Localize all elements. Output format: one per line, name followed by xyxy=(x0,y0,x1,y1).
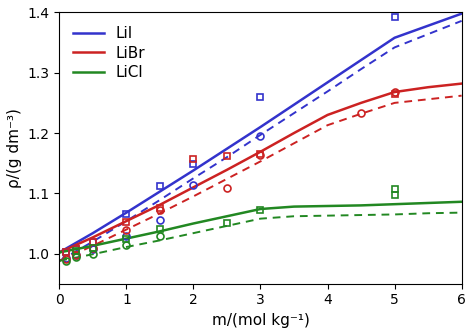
Y-axis label: ρ/(g dm⁻³): ρ/(g dm⁻³) xyxy=(7,108,22,188)
Legend: LiI, LiBr, LiCl: LiI, LiBr, LiCl xyxy=(67,20,152,86)
X-axis label: m/(mol kg⁻¹): m/(mol kg⁻¹) xyxy=(211,313,309,328)
